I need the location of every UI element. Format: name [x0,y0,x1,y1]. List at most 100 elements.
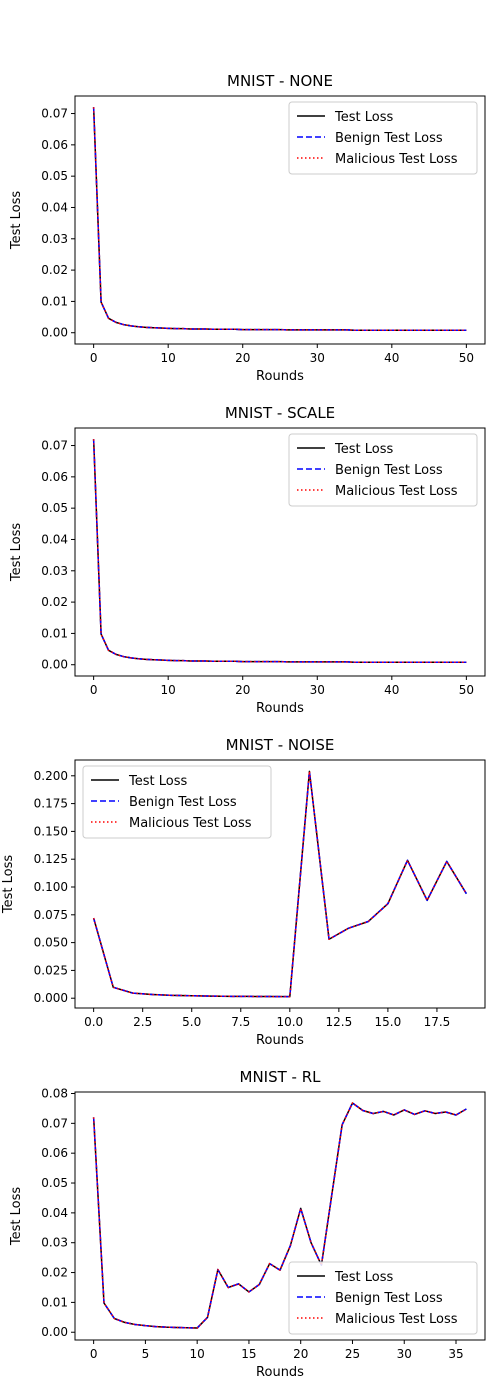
y-tick-label: 0.200 [34,769,68,783]
y-tick-label: 0.01 [41,1295,68,1309]
legend-label: Test Loss [334,442,393,457]
y-tick-label: 0.000 [34,991,68,1005]
x-tick-label: 15.0 [375,1015,402,1029]
y-tick-label: 0.07 [41,1116,68,1130]
legend-label: Test Loss [334,110,393,125]
x-tick-label: 5 [142,1347,150,1361]
plot-frame [74,427,486,677]
y-tick-label: 0.06 [41,470,68,484]
x-tick-label: 0 [90,1347,98,1361]
chart-4: MNIST - RL 0 5 10 15 20 25 30 35 0.00 0.01 0.02 0.03… [9,1068,486,1380]
x-tick-label: 12.5 [325,1015,352,1029]
x-tick-label: 15 [241,1347,256,1361]
x-tick-label: 40 [384,683,399,697]
x-tick-label: 35 [448,1347,463,1361]
chart-title: MNIST - SCALE [225,404,335,422]
legend-label: Benign Test Loss [335,1291,443,1306]
x-tick-label: 0 [90,351,98,365]
series-line-malicious [92,1102,467,1329]
chart-title: MNIST - RL [240,1068,322,1086]
plot-frame [74,759,486,1009]
series-line-benign [92,439,467,663]
legend-label: Benign Test Loss [335,463,443,478]
y-axis-label: Test Loss [9,191,24,250]
y-tick-label: 0.03 [41,564,68,578]
y-tick-label: 0.050 [34,936,68,950]
plot-frame [74,1091,486,1341]
series-line-benign [92,107,467,331]
x-tick-label: 20 [293,1347,308,1361]
y-tick-label: 0.07 [41,107,68,121]
legend: Test Loss Benign Test Loss Malicious Test … [288,1261,478,1335]
x-tick-label: 7.5 [231,1015,250,1029]
x-tick-label: 30 [310,683,325,697]
y-tick-label: 0.175 [34,797,68,811]
x-tick-label: 50 [459,683,474,697]
x-axis-label: Rounds [256,1033,304,1048]
x-tick-label: 10 [161,683,176,697]
y-tick-label: 0.06 [41,138,68,152]
x-tick-label: 20 [235,351,250,365]
y-tick-label: 0.03 [41,1236,68,1250]
y-tick-label: 0.075 [34,908,68,922]
legend-label: Benign Test Loss [129,795,237,810]
y-tick-label: 0.025 [34,963,68,977]
y-axis-label: Test Loss [9,523,24,582]
x-tick-label: 30 [397,1347,412,1361]
y-tick-label: 0.07 [41,439,68,453]
legend: Test Loss Benign Test Loss Malicious Test … [82,765,272,839]
y-tick-label: 0.08 [41,1086,68,1100]
y-tick-label: 0.00 [41,658,68,672]
x-tick-label: 5.0 [182,1015,201,1029]
x-tick-label: 40 [384,351,399,365]
x-tick-label: 17.5 [424,1015,451,1029]
x-tick-label: 25 [345,1347,360,1361]
y-tick-label: 0.04 [41,200,68,214]
legend-box [288,101,478,175]
x-axis-label: Rounds [256,369,304,384]
y-axis-label: Test Loss [9,1187,24,1246]
chart-3: MNIST - NOISE 0.0 2.5 5.0 7.5 10.0 12.5 15.0 17.… [1,736,486,1048]
x-tick-label: 20 [235,683,250,697]
y-axis-label: Test Loss [1,855,16,914]
legend-label: Malicious Test Loss [129,816,252,831]
y-tick-label: 0.125 [34,852,68,866]
legend-box [288,1261,478,1335]
y-tick-label: 0.150 [34,824,68,838]
x-tick-label: 10 [161,351,176,365]
x-tick-label: 2.5 [133,1015,152,1029]
y-tick-label: 0.00 [41,1325,68,1339]
legend-box [288,433,478,507]
y-tick-label: 0.04 [41,1206,68,1220]
legend: Test Loss Benign Test Loss Malicious Test … [288,101,478,175]
chart-title: MNIST - NONE [227,72,333,90]
y-tick-label: 0.02 [41,1266,68,1280]
y-tick-label: 0.100 [34,880,68,894]
series-line-benign [92,770,468,998]
chart-title: MNIST - NOISE [226,736,335,754]
x-axis-label: Rounds [256,1365,304,1380]
y-tick-label: 0.05 [41,169,68,183]
y-tick-label: 0.03 [41,232,68,246]
y-tick-label: 0.05 [41,1176,68,1190]
y-tick-label: 0.00 [41,326,68,340]
legend-label: Test Loss [128,774,187,789]
x-axis-label: Rounds [256,701,304,716]
legend-label: Test Loss [334,1270,393,1285]
legend-label: Malicious Test Loss [335,152,458,167]
legend-box [82,765,272,839]
y-tick-label: 0.02 [41,595,68,609]
chart-2: MNIST - SCALE 0 10 20 30 40 50 0.00 0.01 0.02 0.03… [9,404,486,716]
y-tick-label: 0.01 [41,294,68,308]
chart-1: MNIST - NONE 0 10 20 30 40 50 0.00 0.01 0.02 0.03 0… [9,72,486,384]
y-tick-label: 0.05 [41,501,68,515]
x-tick-label: 0.0 [84,1015,103,1029]
y-tick-label: 0.06 [41,1146,68,1160]
legend-label: Benign Test Loss [335,131,443,146]
y-tick-label: 0.04 [41,532,68,546]
y-tick-label: 0.02 [41,263,68,277]
x-tick-label: 0 [90,683,98,697]
plot-frame [74,95,486,345]
x-tick-label: 10.0 [276,1015,303,1029]
